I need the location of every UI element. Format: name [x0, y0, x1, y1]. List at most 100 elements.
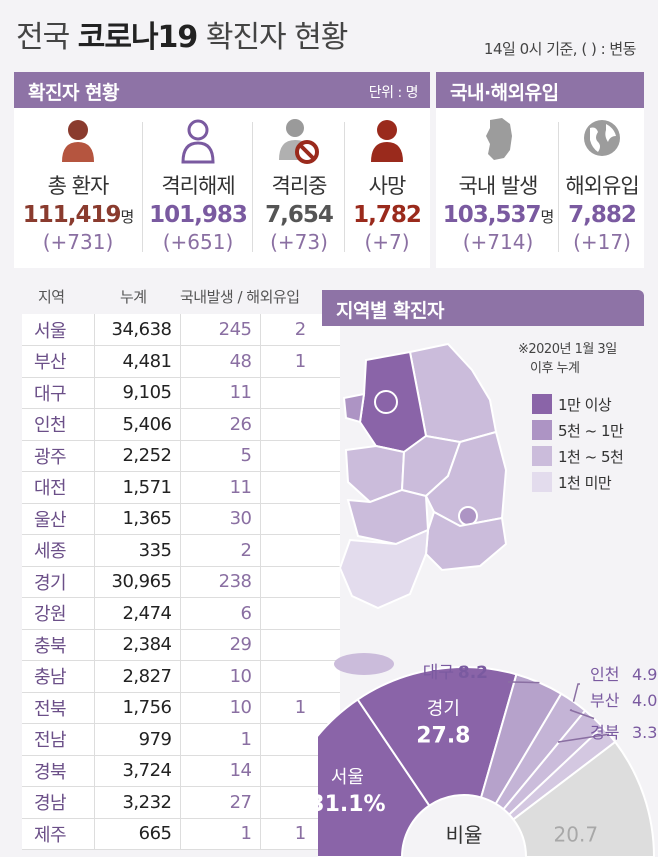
domestic-cell: 29: [179, 629, 260, 661]
domestic-cell: 26: [179, 408, 260, 441]
page-title: 전국 코로나19 확진자 현황: [16, 20, 348, 55]
legend-item: 1만 이상: [532, 394, 612, 415]
domestic-cell: 6: [179, 597, 260, 630]
region-name: 세종: [22, 534, 94, 567]
domestic-cell: 5: [179, 440, 260, 472]
overseas-cell: [259, 471, 340, 504]
overseas-cell: [259, 629, 340, 661]
pie-slice: [356, 666, 518, 807]
region-name: 울산: [22, 503, 94, 535]
total-cell: 2,827: [93, 660, 180, 693]
table-row: 서울 34,638 245 2: [22, 314, 340, 346]
legend-swatch: [532, 394, 552, 414]
total-cell: 2,474: [93, 597, 180, 630]
korea-map-icon: [486, 118, 512, 160]
table-row: 인천 5,406 26: [22, 408, 340, 441]
region-table: 서울 34,638 245 2 부산 4,481 48 1 대구 9,105 11 인천 5,406 26…: [22, 314, 340, 850]
region-name: 충북: [22, 629, 94, 661]
map-note: ※2020년 1월 3일 이후 누계: [518, 342, 617, 376]
legend-label: 1만 이상: [558, 396, 612, 414]
overseas-cell: [259, 377, 340, 409]
pie-slice-name: 대구: [423, 663, 454, 683]
table-row: 충북 2,384 29: [22, 629, 340, 661]
pie-callout-line: [557, 733, 610, 743]
table-header-region: 지역: [38, 288, 65, 306]
domestic-cell: 10: [179, 660, 260, 693]
domestic-cell: 1: [179, 818, 260, 850]
table-row: 제주 665 1 1: [22, 818, 340, 850]
table-row: 경기 30,965 238: [22, 566, 340, 598]
person-outline-icon: [181, 119, 215, 164]
domestic-cell: 11: [179, 471, 260, 504]
confirmed-panel-header: 확진자 현황 단위 : 명: [14, 72, 430, 108]
domestic-cell: 2: [179, 534, 260, 567]
overseas-cell: [259, 503, 340, 535]
overseas-cell: 1: [259, 345, 340, 378]
map-region-incheon: [342, 392, 366, 424]
table-row: 강원 2,474 6: [22, 597, 340, 630]
table-row: 대구 9,105 11: [22, 377, 340, 409]
domestic-cell: 245: [179, 314, 260, 346]
region-name: 서울: [22, 314, 94, 346]
map-region-gyeongnam: [424, 510, 508, 572]
table-row: 경북 3,724 14: [22, 755, 340, 787]
total-cell: 1,756: [93, 692, 180, 724]
stat-overseas: 해외유입 7,882 (+17): [560, 116, 644, 254]
table-header-domestic-overseas: 국내발생 / 해외유입: [180, 288, 300, 306]
legend-item: 1천 ~ 5천: [532, 446, 624, 467]
stat-released: 격리해제 101,983 (+651): [146, 116, 250, 254]
pie-slice-name: 경기: [427, 699, 460, 720]
pie-slice-value: 4.9: [632, 665, 657, 684]
map-region-jeju: [334, 653, 394, 675]
total-cell: 5,406: [93, 408, 180, 441]
overseas-cell: [259, 597, 340, 630]
domestic-cell: 11: [179, 377, 260, 409]
globe-icon: [584, 120, 620, 156]
region-name: 경남: [22, 786, 94, 819]
domestic-cell: 10: [179, 692, 260, 724]
person-total-icon: [62, 120, 94, 162]
domestic-cell: 48: [179, 345, 260, 378]
stat-domestic: 국내 발생 103,537명 (+714): [440, 116, 556, 254]
legend-label: 5천 ~ 1만: [558, 422, 624, 440]
pie-slice-name: 인천: [590, 665, 619, 684]
origin-panel-title: 국내·해외유입: [450, 82, 559, 104]
pie-slice-value: 27.8: [416, 724, 470, 749]
overseas-cell: 1: [259, 692, 340, 724]
legend-label: 1천 미만: [558, 474, 612, 492]
ratio-chart: 서울 31.1% 경기 27.8 대구8.2 인천 4.9 부산 4.0 경북 3.3 20.7 비율: [318, 663, 657, 857]
origin-panel: 국내 발생 103,537명 (+714) 해외유입 7,882 (+17): [436, 108, 644, 268]
pie-slice-name: 경북: [590, 723, 619, 742]
table-row: 광주 2,252 5: [22, 440, 340, 472]
map-region-jeonbuk: [346, 488, 430, 546]
total-cell: 3,724: [93, 755, 180, 787]
legend-item: 5천 ~ 1만: [532, 420, 624, 441]
overseas-cell: [259, 408, 340, 441]
total-cell: 1,571: [93, 471, 180, 504]
table-row: 대전 1,571 11: [22, 471, 340, 504]
person-death-icon: [371, 120, 403, 162]
table-row: 전북 1,756 10 1: [22, 692, 340, 724]
total-cell: 979: [93, 723, 180, 756]
overseas-cell: [259, 440, 340, 472]
region-name: 부산: [22, 345, 94, 378]
reference-time-note: 14일 0시 기준, ( ) : 변동: [483, 40, 637, 58]
region-name: 강원: [22, 597, 94, 630]
origin-panel-header: 국내·해외유입: [436, 72, 644, 108]
pie-slice-value: 20.7: [554, 822, 599, 846]
pie-callout-line: [569, 709, 595, 720]
unit-label: 단위 : 명: [368, 85, 419, 101]
pie-callout-line: [572, 683, 580, 702]
region-name: 경기: [22, 566, 94, 598]
overseas-cell: [259, 534, 340, 567]
pie-slice-value: 31.1%: [318, 792, 386, 817]
table-row: 충남 2,827 10: [22, 660, 340, 693]
region-name: 경북: [22, 755, 94, 787]
korea-region-map: [334, 342, 508, 675]
region-name: 충남: [22, 660, 94, 693]
region-name: 대구: [22, 377, 94, 409]
stat-deaths: 사망 1,782 (+7): [346, 116, 428, 254]
stat-total-patients: 총 환자 111,419명 (+731): [18, 116, 138, 254]
region-name: 전남: [22, 723, 94, 756]
